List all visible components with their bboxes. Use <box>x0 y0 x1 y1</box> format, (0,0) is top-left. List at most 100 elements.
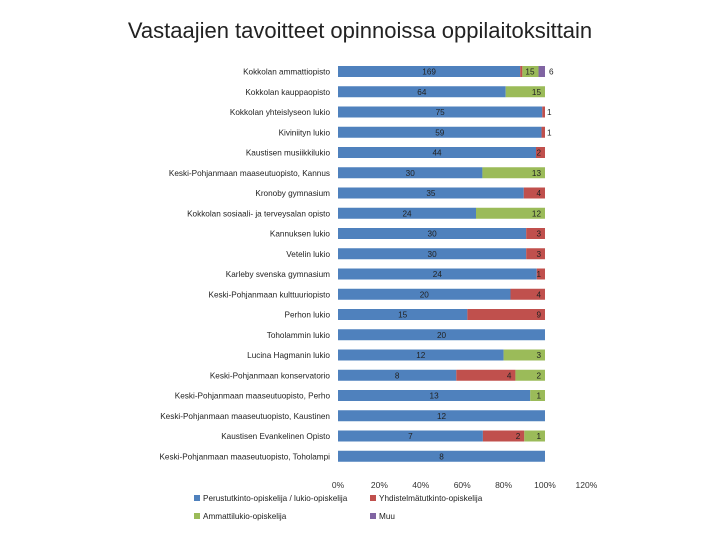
x-tick-label: 100% <box>534 480 556 490</box>
data-label: 15 <box>525 68 535 77</box>
category-label: Keski-Pohjanmaan maaseutuopisto, Perho <box>175 392 331 401</box>
category-label: Kokkolan kauppaopisto <box>245 88 330 97</box>
bar-segment <box>338 450 545 462</box>
data-label: 1 <box>547 108 552 117</box>
data-label: 4 <box>536 189 541 198</box>
bar-segment <box>503 349 545 361</box>
bar-segment <box>467 309 545 320</box>
data-label: 59 <box>435 128 445 137</box>
bar-segment <box>338 167 483 179</box>
data-label: 2 <box>536 149 541 158</box>
chart-title: Vastaajien tavoitteet opinnoissa oppilai… <box>127 18 593 43</box>
bar-segment <box>476 207 545 219</box>
bar-segment <box>456 369 516 381</box>
bar-segment <box>338 228 527 239</box>
data-label: 2 <box>536 371 541 380</box>
bar-segment <box>542 106 545 118</box>
bar-segment <box>523 187 545 199</box>
bar-segment <box>482 430 525 442</box>
x-tick-label: 120% <box>576 480 598 490</box>
category-label: Lucina Hagmanin lukio <box>247 351 330 360</box>
category-label: Kiviniityn lukio <box>279 128 331 137</box>
data-label: 12 <box>416 351 426 360</box>
bar-segment <box>338 410 545 422</box>
bar-segment <box>338 349 504 361</box>
data-label: 4 <box>507 371 512 380</box>
data-label: 9 <box>536 311 541 320</box>
legend-swatch <box>370 513 376 519</box>
bar-segment <box>338 329 545 341</box>
data-label: 13 <box>532 169 542 178</box>
bar-segment <box>338 147 536 158</box>
bar-segment <box>338 187 524 199</box>
bar-segment <box>338 390 531 401</box>
bar-segment <box>338 106 543 118</box>
bar-segment <box>541 126 545 138</box>
legend-label: Ammattilukio-opiskelija <box>203 512 287 521</box>
data-label: 8 <box>439 452 444 461</box>
data-label: 20 <box>420 290 430 299</box>
data-label: 1 <box>536 270 541 279</box>
category-label: Karleby svenska gymnasium <box>226 270 330 279</box>
data-label: 13 <box>430 392 440 401</box>
legend-swatch <box>194 513 200 519</box>
bar-segment <box>338 430 483 442</box>
bar-segment <box>505 86 545 98</box>
category-label: Keski-Pohjanmaan maaseutuopisto, Kannus <box>169 169 330 178</box>
bar-segment <box>524 430 545 442</box>
bar-segment <box>338 86 506 98</box>
data-label: 169 <box>422 68 436 77</box>
data-label: 1 <box>536 432 541 441</box>
bar-segment <box>536 268 545 280</box>
legend-label: Muu <box>379 512 395 521</box>
bar-segment <box>338 309 468 320</box>
category-label: Keski-Pohjanmaan kulttuuriopisto <box>208 290 330 299</box>
bar-segment <box>526 228 545 239</box>
data-label: 30 <box>428 230 438 239</box>
bar-segment <box>482 167 545 179</box>
data-label: 3 <box>536 230 541 239</box>
x-tick-label: 60% <box>454 480 471 490</box>
data-label: 8 <box>395 371 400 380</box>
data-label: 30 <box>428 250 438 259</box>
data-label: 35 <box>426 189 436 198</box>
bar-segment <box>510 288 545 300</box>
category-label: Kokkolan ammattiopisto <box>243 68 330 77</box>
category-label: Kaustisen musiikkilukio <box>246 149 331 158</box>
data-label: 12 <box>532 209 542 218</box>
data-label: 20 <box>437 331 447 340</box>
x-tick-label: 20% <box>371 480 388 490</box>
category-label: Toholammin lukio <box>267 331 331 340</box>
category-label: Kokkolan sosiaali- ja terveysalan opisto <box>187 209 330 218</box>
data-label: 64 <box>417 88 427 97</box>
data-label: 44 <box>432 149 442 158</box>
data-label: 2 <box>516 432 521 441</box>
legend-swatch <box>370 495 376 501</box>
category-label: Keski-Pohjanmaan maaseutuopisto, Kaustin… <box>160 412 330 421</box>
bar-segment <box>338 248 527 260</box>
bar-segment <box>338 126 542 138</box>
bar-segment <box>338 369 457 381</box>
data-label: 3 <box>536 250 541 259</box>
data-label: 1 <box>547 128 552 137</box>
category-label: Kronoby gymnasium <box>255 189 330 198</box>
data-label: 15 <box>532 88 542 97</box>
data-label: 7 <box>408 432 413 441</box>
data-label: 75 <box>436 108 446 117</box>
bar-segment <box>538 66 545 77</box>
category-label: Kannuksen lukio <box>270 230 331 239</box>
bar-segment <box>338 207 476 219</box>
bar-segment <box>530 390 545 401</box>
legend-swatch <box>194 495 200 501</box>
category-label: Kokkolan yhteislyseon lukio <box>230 108 331 117</box>
data-label: 3 <box>536 351 541 360</box>
data-label: 15 <box>398 311 408 320</box>
category-label: Keski-Pohjanmaan maaseutuopisto, Toholam… <box>159 452 330 461</box>
data-label: 24 <box>402 209 412 218</box>
bar-segment <box>515 369 545 381</box>
x-tick-label: 0% <box>332 480 345 490</box>
bar-segment <box>522 66 539 77</box>
bar-segment <box>520 66 523 77</box>
data-label: 6 <box>549 68 554 77</box>
